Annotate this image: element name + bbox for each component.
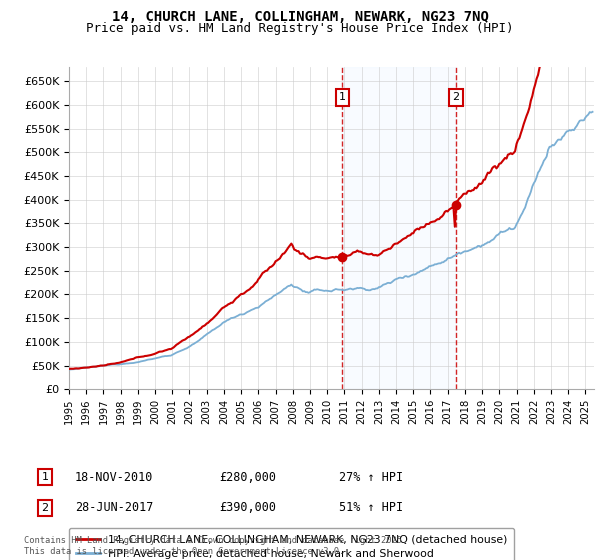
Text: 28-JUN-2017: 28-JUN-2017 — [75, 501, 154, 515]
Text: 18-NOV-2010: 18-NOV-2010 — [75, 470, 154, 484]
Text: 14, CHURCH LANE, COLLINGHAM, NEWARK, NG23 7NQ: 14, CHURCH LANE, COLLINGHAM, NEWARK, NG2… — [112, 10, 488, 24]
Text: Contains HM Land Registry data © Crown copyright and database right 2025.
This d: Contains HM Land Registry data © Crown c… — [24, 536, 407, 556]
Bar — [343, 67, 456, 389]
Text: 27% ↑ HPI: 27% ↑ HPI — [339, 470, 403, 484]
Text: Price paid vs. HM Land Registry's House Price Index (HPI): Price paid vs. HM Land Registry's House … — [86, 22, 514, 35]
Legend: 14, CHURCH LANE, COLLINGHAM, NEWARK, NG23 7NQ (detached house), HPI: Average pri: 14, CHURCH LANE, COLLINGHAM, NEWARK, NG2… — [69, 528, 514, 560]
Text: 1: 1 — [41, 472, 49, 482]
Text: 2: 2 — [41, 503, 49, 513]
Text: £280,000: £280,000 — [219, 470, 276, 484]
Text: £390,000: £390,000 — [219, 501, 276, 515]
Text: 2: 2 — [452, 92, 460, 102]
Text: 1: 1 — [339, 92, 346, 102]
Text: 51% ↑ HPI: 51% ↑ HPI — [339, 501, 403, 515]
